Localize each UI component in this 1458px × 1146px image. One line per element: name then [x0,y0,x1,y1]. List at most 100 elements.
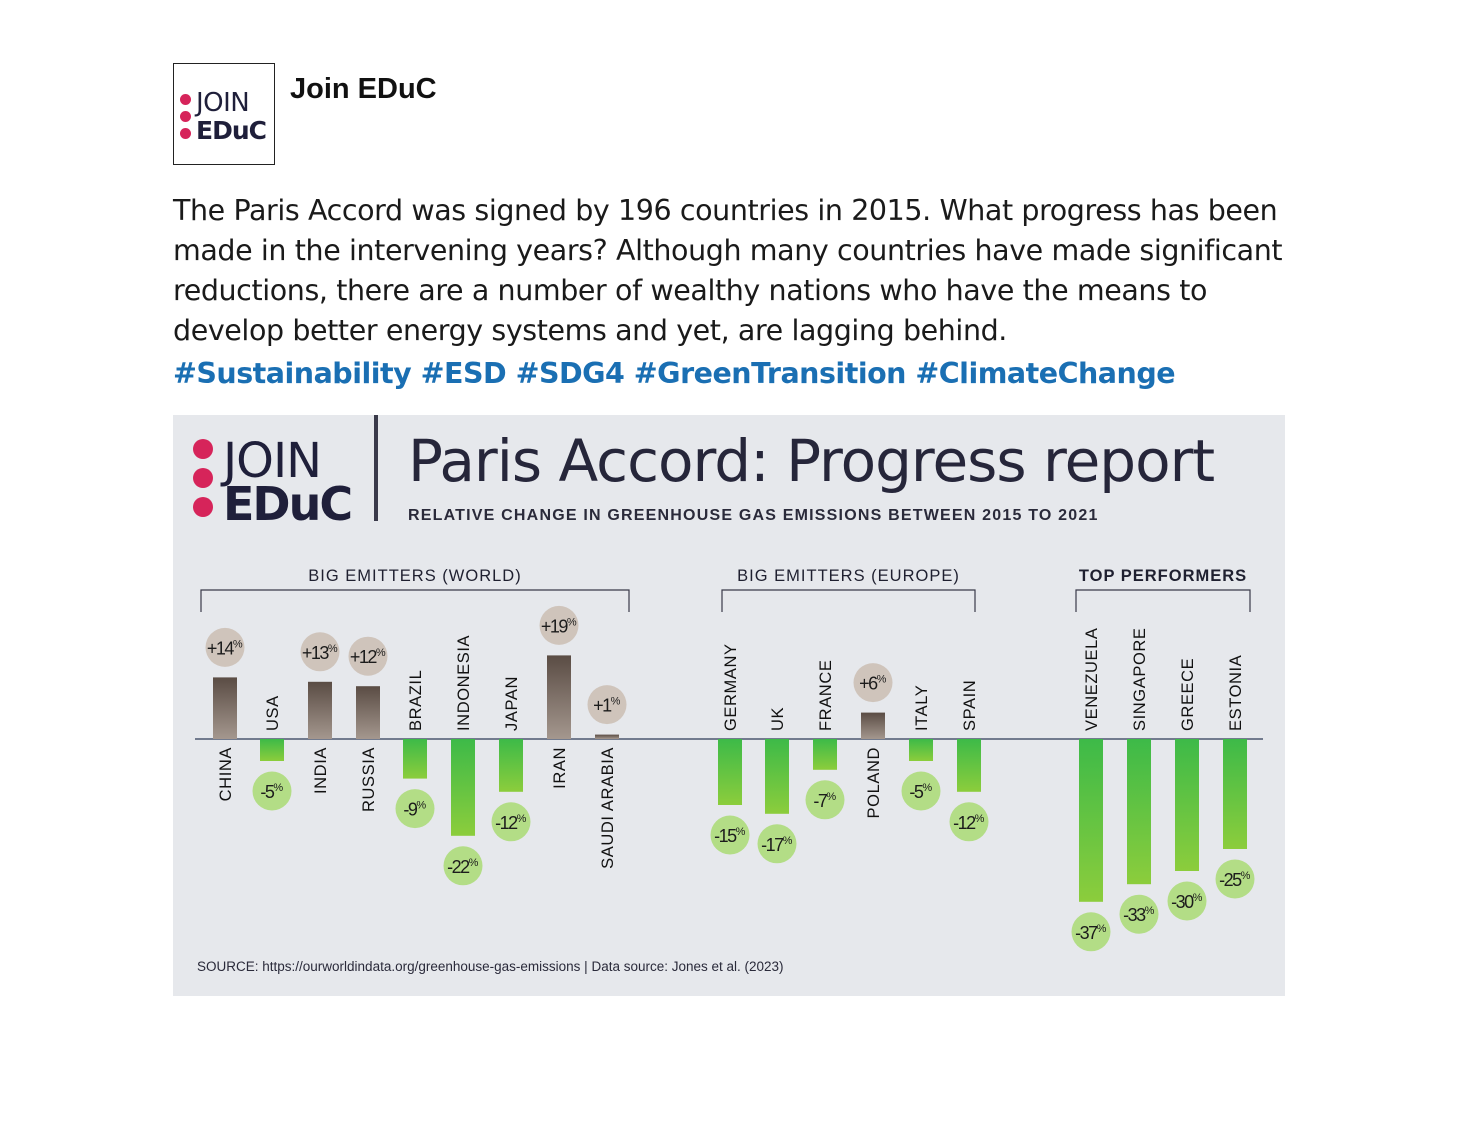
bar-germany [718,739,742,805]
value-badge [853,663,893,703]
bar-brazil [403,739,427,779]
group-bracket [200,589,630,612]
bar-france [813,739,837,770]
bar-russia [356,686,380,739]
value-label: -17% [761,835,793,855]
category-label: SAUDI ARABIA [599,747,617,869]
value-badge [949,802,989,842]
bar-uk [765,739,789,814]
value-badge [710,815,750,855]
category-label: CHINA [217,747,235,801]
bar-iran [547,655,571,739]
category-label: SPAIN [961,680,979,731]
category-label: GERMANY [722,643,740,731]
category-label: GREECE [1179,658,1197,731]
category-label: FRANCE [817,660,835,731]
chart-title: Paris Accord: Progress report [408,427,1215,495]
value-label: -5% [260,782,283,802]
value-badge [443,846,483,886]
value-label: +6% [859,674,887,694]
bar-india [308,681,332,739]
bar-chart: BIG EMITTERS (WORLD) CHINA +14% USA -5% INDIA… [195,567,1263,952]
value-badge [1215,859,1255,899]
logo-line1: JOIN [223,433,322,489]
infographic: JOIN EDuC Paris Accord: Progress report … [173,415,1285,996]
value-badge [1119,894,1159,934]
value-label: +19% [541,616,577,636]
bar-greece [1175,739,1199,871]
value-label: +12% [350,647,386,667]
value-label: -33% [1123,905,1155,925]
bar-italy [909,739,933,761]
value-badge [901,771,941,811]
bar-japan [499,739,523,792]
value-label: -12% [953,813,985,833]
bar-indonesia [451,739,475,836]
value-label: -15% [714,826,746,846]
value-badge [539,605,579,645]
category-label: IRAN [551,747,569,789]
value-badge [1167,881,1207,921]
value-label: -7% [813,791,836,811]
value-label: -9% [403,800,426,820]
value-label: +14% [207,638,243,658]
group-bracket [1075,589,1251,612]
value-label: -25% [1219,870,1251,890]
avatar-logo-line1: JOIN [196,88,250,118]
category-label: VENEZUELA [1083,627,1101,731]
logo-separator [374,415,378,521]
bar-singapore [1127,739,1151,885]
category-label: ESTONIA [1227,655,1245,731]
bar-venezuela [1079,739,1103,902]
group-label: BIG EMITTERS (EUROPE) [737,567,960,585]
category-label: UK [769,707,787,731]
category-label: SINGAPORE [1131,627,1149,731]
chart-subtitle: RELATIVE CHANGE IN GREENHOUSE GAS EMISSI… [408,507,1099,524]
bar-spain [957,739,981,792]
value-label: -12% [495,813,527,833]
value-badge [757,824,797,864]
value-badge [348,636,388,676]
category-label: ITALY [913,685,931,731]
value-badge [300,632,340,672]
value-label: -5% [909,782,932,802]
value-label: +1% [593,696,621,716]
value-label: -30% [1171,892,1203,912]
value-badge [252,771,292,811]
bar-saudi-arabia [595,734,619,739]
bar-usa [260,739,284,761]
bar-china [213,677,237,739]
category-label: RUSSIA [360,747,378,812]
logo-dot [193,468,213,488]
logo-line2: EDuC [223,477,353,531]
account-avatar[interactable]: JOIN EDuC [173,63,275,165]
group-bracket [721,589,976,612]
category-label: USA [264,695,282,731]
value-badge [1071,912,1111,952]
value-badge [805,780,845,820]
value-label: +13% [302,643,338,663]
value-badge [491,802,531,842]
source-note: SOURCE: https://ourworldindata.org/green… [197,959,784,974]
category-label: INDIA [312,747,330,794]
category-label: BRAZIL [407,670,425,731]
logo-dots [180,94,192,145]
post-text: The Paris Accord was signed by 196 count… [173,194,1283,347]
logo-dot [193,497,213,517]
value-badge [587,685,627,725]
hashtags[interactable]: #Sustainability #ESD #SDG4 #GreenTransit… [173,357,1176,390]
value-label: -37% [1075,923,1107,943]
logo-dot [193,439,213,459]
bar-poland [861,712,885,739]
category-label: INDONESIA [455,635,473,731]
value-badge [205,627,245,667]
category-label: JAPAN [503,676,521,731]
avatar-logo-line2: EDuC [196,116,267,145]
group-label: BIG EMITTERS (WORLD) [308,567,521,585]
value-label: -22% [447,857,479,877]
group-label: TOP PERFORMERS [1079,567,1247,585]
bar-estonia [1223,739,1247,849]
value-badge [395,789,435,829]
account-name[interactable]: Join EDuC [290,73,437,105]
category-label: POLAND [865,747,883,818]
